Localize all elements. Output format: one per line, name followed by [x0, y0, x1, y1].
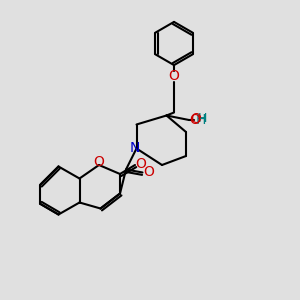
Text: H: H — [196, 113, 206, 127]
Text: O: O — [94, 155, 104, 169]
Text: O: O — [189, 113, 200, 127]
Text: O: O — [136, 157, 146, 170]
Text: N: N — [130, 142, 140, 155]
Text: O: O — [190, 112, 201, 126]
Text: O: O — [143, 166, 154, 179]
Text: H: H — [198, 112, 207, 125]
Text: O: O — [169, 70, 179, 83]
